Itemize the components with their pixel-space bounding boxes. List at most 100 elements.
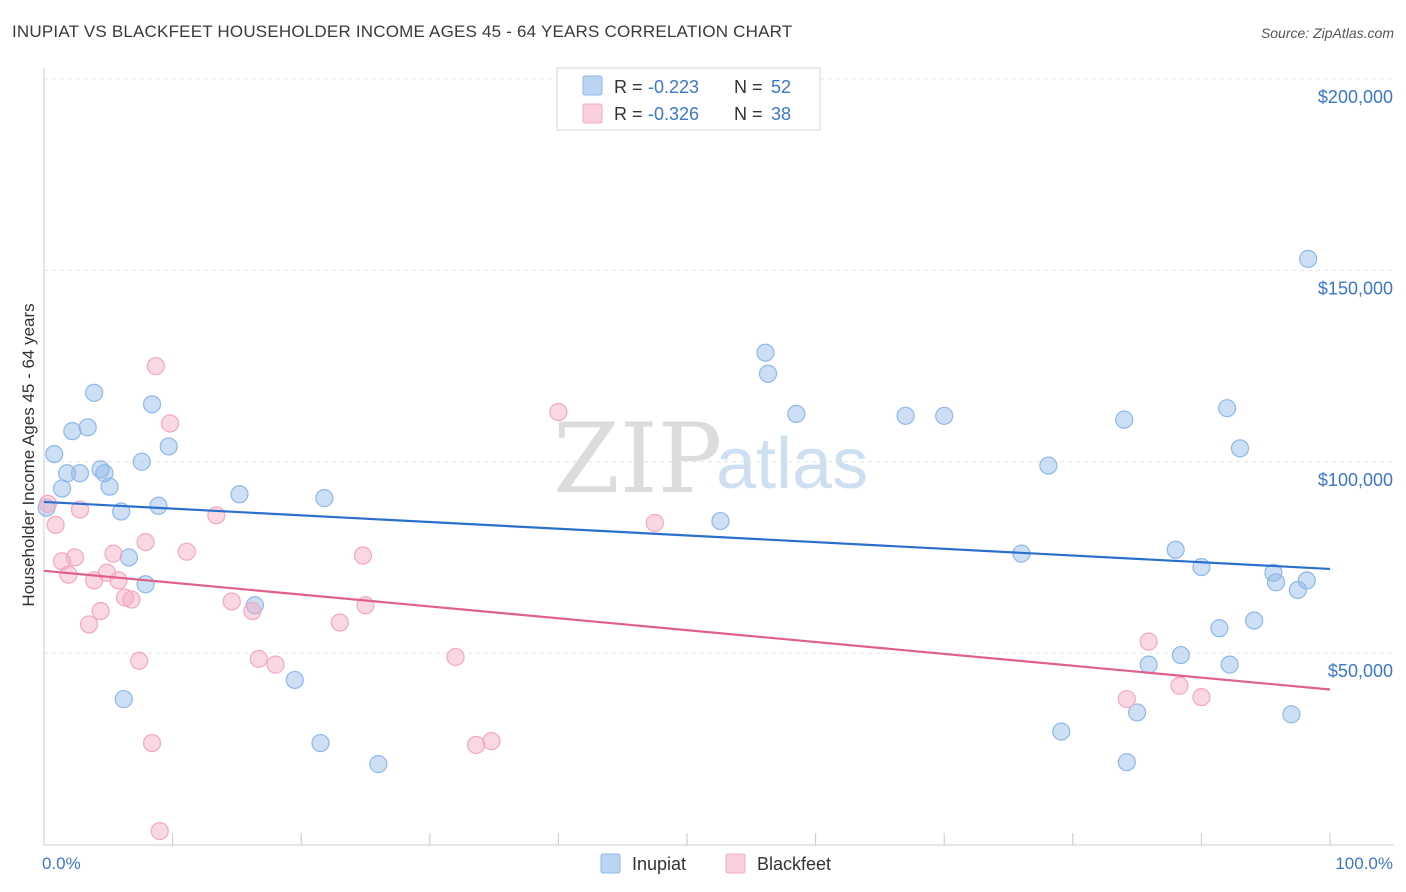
stats-n-label-blackfeet: N = [734, 104, 763, 124]
series-legend: Inupiat Blackfeet [600, 853, 831, 874]
blackfeet-point-21 [207, 506, 226, 525]
stats-r-label-blackfeet: R = [614, 104, 643, 124]
inupiat-point-47 [1266, 573, 1286, 592]
blackfeet-point-29 [446, 647, 465, 667]
x-tick-label-right: 100.0% [1335, 854, 1393, 873]
blackfeet-point-27 [353, 546, 373, 565]
blackfeet-point-18 [150, 822, 169, 841]
blackfeet-point-20 [177, 542, 196, 561]
y-tick-label-3: $200,000 [1318, 87, 1393, 107]
blackfeet-point-35 [1139, 632, 1158, 651]
blackfeet-point-25 [266, 655, 285, 674]
inupiat-point-13 [114, 689, 133, 709]
inupiat-point-15 [136, 575, 155, 594]
inupiat-point-23 [315, 489, 334, 508]
data-points [37, 249, 1318, 841]
inupiat-point-12 [119, 548, 138, 567]
blackfeet-point-6 [79, 615, 99, 634]
x-ticks [43, 833, 1331, 845]
inupiat-point-51 [1299, 249, 1318, 268]
blackfeet-point-37 [1192, 688, 1211, 707]
y-tick-labels: $50,000 $100,000 $150,000 $200,000 [1318, 87, 1393, 681]
blackfeet-point-10 [104, 544, 123, 563]
legend-label-blackfeet: Blackfeet [757, 854, 831, 874]
watermark-atlas: atlas [716, 424, 868, 504]
inupiat-point-35 [1117, 753, 1136, 772]
inupiat-point-10 [100, 477, 119, 496]
inupiat-point-45 [1245, 611, 1264, 630]
blackfeet-point-36 [1170, 676, 1189, 695]
inupiat-point-2 [45, 444, 64, 464]
blackfeet-point-8 [91, 601, 110, 621]
inupiat-point-33 [1052, 722, 1071, 741]
inupiat-point-26 [756, 343, 775, 362]
inupiat-point-38 [1166, 540, 1185, 559]
inupiat-point-7 [85, 383, 104, 402]
stats-swatch-inupiat [582, 75, 603, 96]
stats-r-value-blackfeet: -0.326 [648, 104, 699, 124]
y-tick-label-2: $150,000 [1318, 278, 1393, 298]
chart-title: INUPIAT VS BLACKFEET HOUSEHOLDER INCOME … [12, 22, 793, 41]
blackfeet-point-32 [549, 402, 568, 422]
legend-label-inupiat: Inupiat [632, 854, 686, 874]
watermark-zip: ZIP [553, 403, 722, 515]
inupiat-point-39 [1171, 645, 1190, 665]
inupiat-point-14 [132, 452, 151, 471]
blackfeet-point-34 [1117, 689, 1136, 709]
y-tick-label-0: $50,000 [1328, 661, 1393, 681]
blackfeet-point-19 [160, 414, 180, 433]
blackfeet-point-17 [146, 356, 165, 376]
stats-n-value-inupiat: 52 [771, 77, 791, 97]
legend-swatch-blackfeet [725, 853, 746, 874]
stats-r-value-inupiat: -0.223 [648, 77, 699, 97]
inupiat-point-50 [1297, 571, 1316, 590]
inupiat-point-22 [311, 733, 330, 753]
y-tick-label-1: $100,000 [1318, 470, 1393, 490]
blackfeet-point-33 [645, 513, 664, 533]
inupiat-point-4 [63, 422, 82, 441]
inupiat-point-28 [787, 404, 806, 424]
blackfeet-point-16 [142, 733, 162, 753]
blackfeet-point-12 [115, 588, 135, 607]
inupiat-point-1 [52, 479, 72, 498]
inupiat-point-6 [78, 418, 97, 437]
stats-r-label-inupiat: R = [614, 77, 643, 97]
inupiat-point-16 [142, 395, 162, 414]
stats-swatch-blackfeet [582, 103, 603, 124]
y-axis-label: Householder Income Ages 45 - 64 years [19, 303, 38, 606]
inupiat-point-21 [285, 670, 304, 690]
inupiat-point-9 [95, 464, 114, 483]
inupiat-point-17 [149, 496, 168, 515]
inupiat-point-43 [1220, 655, 1239, 674]
inupiat-point-5 [70, 464, 90, 483]
blackfeet-point-15 [136, 533, 155, 552]
blackfeet-point-13 [122, 590, 141, 609]
inupiat-point-42 [1218, 399, 1237, 418]
inupiat-point-48 [1282, 705, 1301, 724]
blackfeet-trend-line [43, 569, 1331, 691]
inupiat-point-30 [935, 406, 954, 425]
blackfeet-point-4 [65, 548, 84, 567]
blackfeet-point-14 [130, 651, 149, 670]
inupiat-point-25 [711, 511, 730, 531]
inupiat-trend-line [43, 500, 1331, 571]
inupiat-point-36 [1127, 703, 1147, 722]
legend-swatch-inupiat [600, 853, 621, 874]
stats-n-label-inupiat: N = [734, 77, 763, 97]
trend-lines [43, 500, 1331, 691]
inupiat-point-37 [1139, 655, 1158, 674]
source-credit: Source: ZipAtlas.com [1260, 25, 1394, 41]
inupiat-point-18 [159, 437, 178, 456]
inupiat-point-27 [758, 364, 778, 383]
inupiat-point-3 [58, 464, 77, 483]
blackfeet-point-5 [70, 500, 90, 519]
x-tick-label-left: 0.0% [42, 854, 81, 873]
blackfeet-point-0 [38, 494, 57, 513]
inupiat-point-19 [230, 485, 249, 504]
blackfeet-point-26 [330, 613, 349, 632]
blackfeet-point-1 [46, 515, 65, 535]
blackfeet-point-22 [222, 592, 241, 611]
inupiat-point-29 [896, 406, 915, 425]
inupiat-point-44 [1230, 439, 1250, 458]
